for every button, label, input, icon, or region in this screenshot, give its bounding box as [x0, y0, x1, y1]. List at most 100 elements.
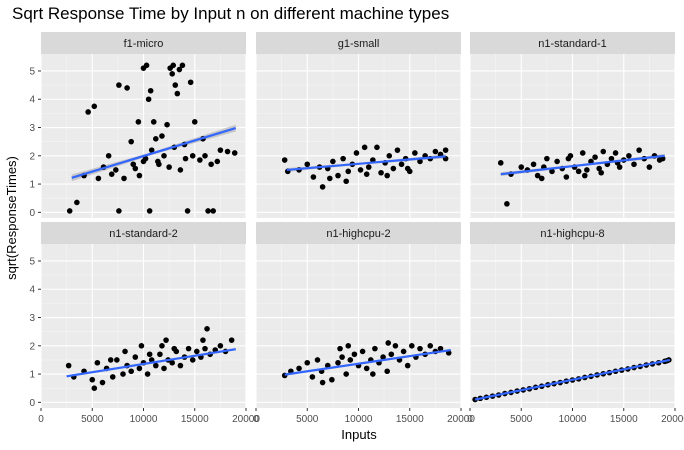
data-point — [437, 345, 444, 352]
data-point — [304, 161, 311, 168]
data-point — [534, 172, 541, 179]
smooth-fit-line — [71, 127, 237, 179]
data-point — [347, 357, 354, 363]
data-point — [417, 345, 423, 352]
data-point — [184, 208, 191, 214]
data-point — [582, 172, 588, 179]
data-point — [340, 155, 346, 162]
data-point — [359, 348, 366, 355]
data-point — [191, 119, 198, 125]
panel-n1-highcpu-8: n1-highcpu-8 0 5000 10000 15000 20000 — [467, 222, 684, 425]
data-point — [327, 175, 333, 182]
data-point — [128, 368, 134, 375]
data-point — [442, 147, 449, 153]
panel-strip-label: n1-highcpu-8 — [540, 228, 604, 240]
data-point — [197, 157, 203, 163]
data-point — [374, 144, 380, 151]
data-point — [281, 157, 288, 163]
data-point — [231, 150, 238, 156]
panel-strip — [41, 32, 246, 54]
data-point — [122, 348, 128, 355]
data-point — [157, 351, 163, 358]
x-tick-label: 5000 — [510, 414, 533, 425]
data-point — [171, 345, 178, 352]
data-point — [105, 152, 112, 159]
data-point — [89, 376, 96, 383]
data-point — [177, 167, 184, 173]
data-point — [194, 348, 200, 355]
data-point — [132, 165, 139, 172]
data-point — [114, 357, 120, 363]
data-point — [65, 362, 72, 369]
y-tick-label: 3 — [29, 123, 35, 134]
data-point — [612, 150, 619, 156]
data-point — [136, 172, 143, 179]
data-point — [335, 172, 341, 179]
data-point — [404, 165, 411, 172]
data-point — [116, 208, 122, 214]
data-point — [144, 371, 151, 377]
smooth-fit-line — [474, 358, 671, 401]
data-point — [388, 351, 395, 358]
panel-strip-label: f1-micro — [124, 38, 164, 50]
data-point — [365, 164, 372, 170]
data-point — [563, 174, 570, 180]
data-point — [394, 147, 401, 153]
data-point — [309, 374, 316, 380]
data-point — [148, 147, 155, 153]
data-point — [150, 119, 157, 125]
data-point — [598, 169, 604, 176]
data-point — [121, 175, 127, 182]
data-point — [204, 326, 210, 332]
data-point — [94, 359, 101, 366]
data-point — [497, 160, 504, 166]
data-point — [400, 348, 407, 355]
x-tick-label: 10000 — [559, 414, 587, 425]
data-point — [370, 371, 376, 377]
data-point — [646, 164, 653, 170]
data-point — [224, 148, 231, 155]
data-point — [142, 155, 149, 162]
data-point — [600, 148, 607, 155]
panel-strip — [41, 222, 246, 244]
data-point — [166, 164, 172, 170]
data-point — [310, 174, 317, 180]
x-tick-label: 0 — [38, 414, 44, 425]
x-axis-title: Inputs — [341, 427, 377, 442]
x-tick-label: 15000 — [610, 414, 638, 425]
data-point — [384, 368, 391, 375]
data-point — [384, 172, 391, 179]
data-point — [138, 342, 145, 349]
data-point — [363, 365, 370, 372]
panel-n1-standard-1: n1-standard-1 — [469, 32, 676, 218]
data-point — [108, 171, 115, 177]
data-point — [99, 379, 106, 386]
data-point — [228, 337, 235, 343]
data-point — [363, 171, 370, 177]
x-tick-label: 15000 — [396, 414, 424, 425]
data-point — [575, 168, 582, 175]
panel-strip — [256, 222, 461, 244]
panel-n1-standard-2: n1-standard-2 0 1 2 3 4 5 0 5000 10000 15000 20000 — [29, 222, 260, 425]
x-tick-label: 0 — [253, 414, 259, 425]
data-point — [518, 164, 525, 170]
data-point — [417, 158, 423, 165]
data-point — [210, 208, 216, 214]
data-point — [343, 371, 350, 377]
data-point — [159, 342, 165, 349]
smooth-fit-line — [66, 348, 236, 378]
x-tick-label: 5000 — [81, 414, 104, 425]
data-point — [161, 152, 167, 159]
data-point — [592, 154, 598, 161]
data-point — [353, 150, 360, 156]
data-point — [135, 119, 142, 125]
data-point — [169, 359, 175, 366]
data-point — [432, 148, 439, 155]
data-point — [217, 342, 224, 349]
panel-f1-micro: f1-micro 0 1 2 3 4 5 — [29, 32, 247, 219]
y-tick-label: 5 — [29, 66, 35, 77]
data-point — [95, 175, 102, 182]
data-point — [202, 345, 208, 352]
data-point — [189, 357, 196, 363]
